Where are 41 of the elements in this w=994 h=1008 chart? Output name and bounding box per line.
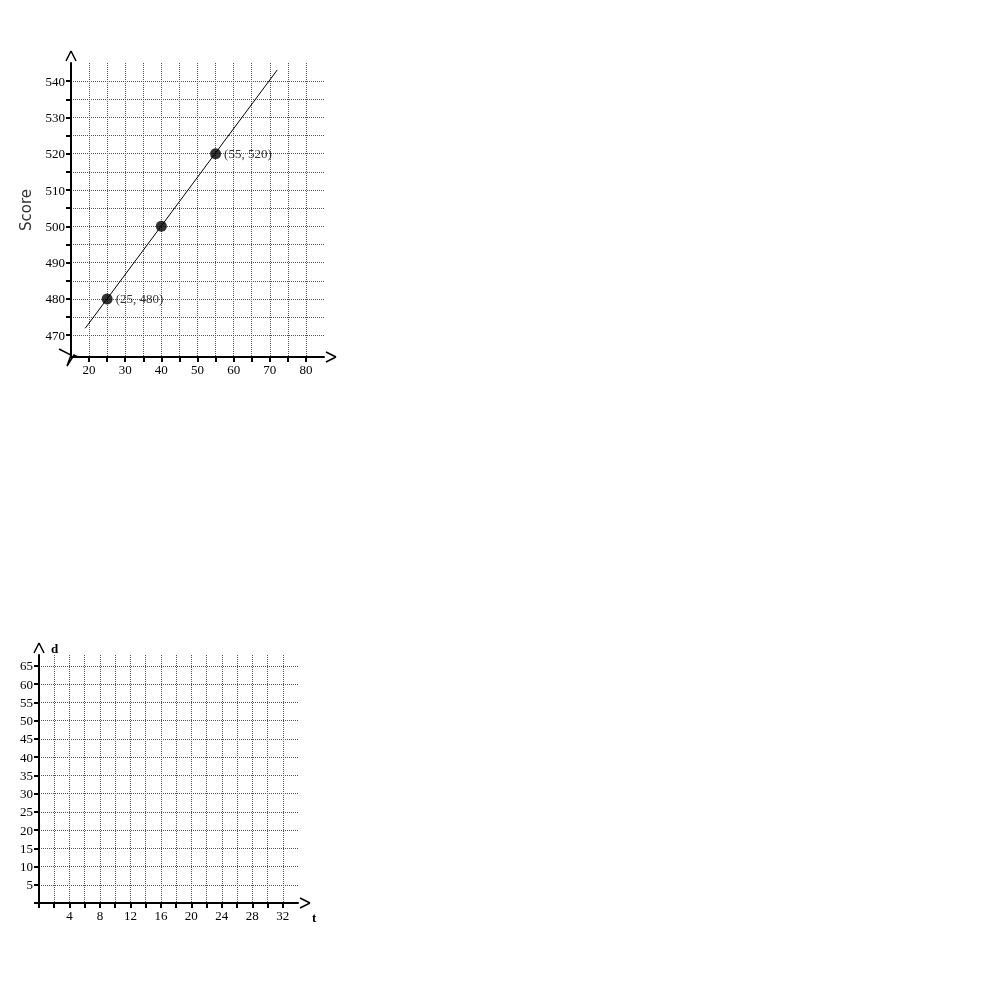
x-tick-label: 20 — [82, 362, 96, 377]
y-tick-label: 40 — [20, 749, 33, 765]
y-tick-label: 540 — [45, 73, 65, 89]
data-label: (55, 520) — [224, 146, 272, 162]
x-tick-label: 4 — [66, 908, 74, 923]
x-tick-label: 16 — [154, 908, 168, 923]
x-tick-label: 12 — [123, 908, 137, 923]
data-label: (25, 480) — [115, 291, 164, 307]
x-tick-label: 50 — [191, 362, 204, 377]
y-tick-label: 530 — [45, 109, 65, 125]
x-tick-label: 8 — [96, 908, 104, 923]
y-tick-label: 510 — [45, 182, 65, 198]
y-tick-label: 30 — [20, 786, 33, 802]
x-tick-label: 30 — [118, 362, 132, 377]
x-tick-label: 70 — [263, 362, 277, 377]
y-tick-label: 5 — [26, 877, 33, 893]
y-tick-label: 480 — [45, 291, 65, 307]
y-tick-label: 25 — [20, 804, 33, 820]
y-tick-label: 45 — [20, 731, 33, 747]
y-tick-label: 50 — [20, 713, 33, 729]
y-tick-label: 20 — [20, 822, 33, 838]
y-axis-title: d — [51, 641, 59, 656]
y-tick-label: 55 — [20, 694, 33, 710]
y-tick-label: 65 — [20, 658, 33, 674]
x-tick-label: 80 — [299, 362, 313, 377]
y-tick-label: 10 — [20, 859, 33, 875]
y-tick-label: 490 — [45, 255, 65, 271]
x-tick-label: 32 — [276, 908, 290, 923]
x-tick-label: 28 — [245, 908, 259, 923]
x-tick-label: 40 — [154, 362, 168, 377]
y-tick-label: 60 — [20, 676, 33, 692]
x-axis-title: t — [312, 910, 317, 925]
y-tick-label: 35 — [20, 767, 33, 783]
x-tick-label: 60 — [227, 362, 241, 377]
y-tick-label: 520 — [45, 146, 65, 162]
y-tick-label: 15 — [20, 840, 33, 856]
y-tick-label: 500 — [45, 218, 65, 234]
x-tick-label: 24 — [215, 908, 229, 923]
y-tick-label: 470 — [45, 327, 65, 343]
y-axis-title: Score — [16, 188, 35, 232]
x-tick-label: 20 — [184, 908, 198, 923]
